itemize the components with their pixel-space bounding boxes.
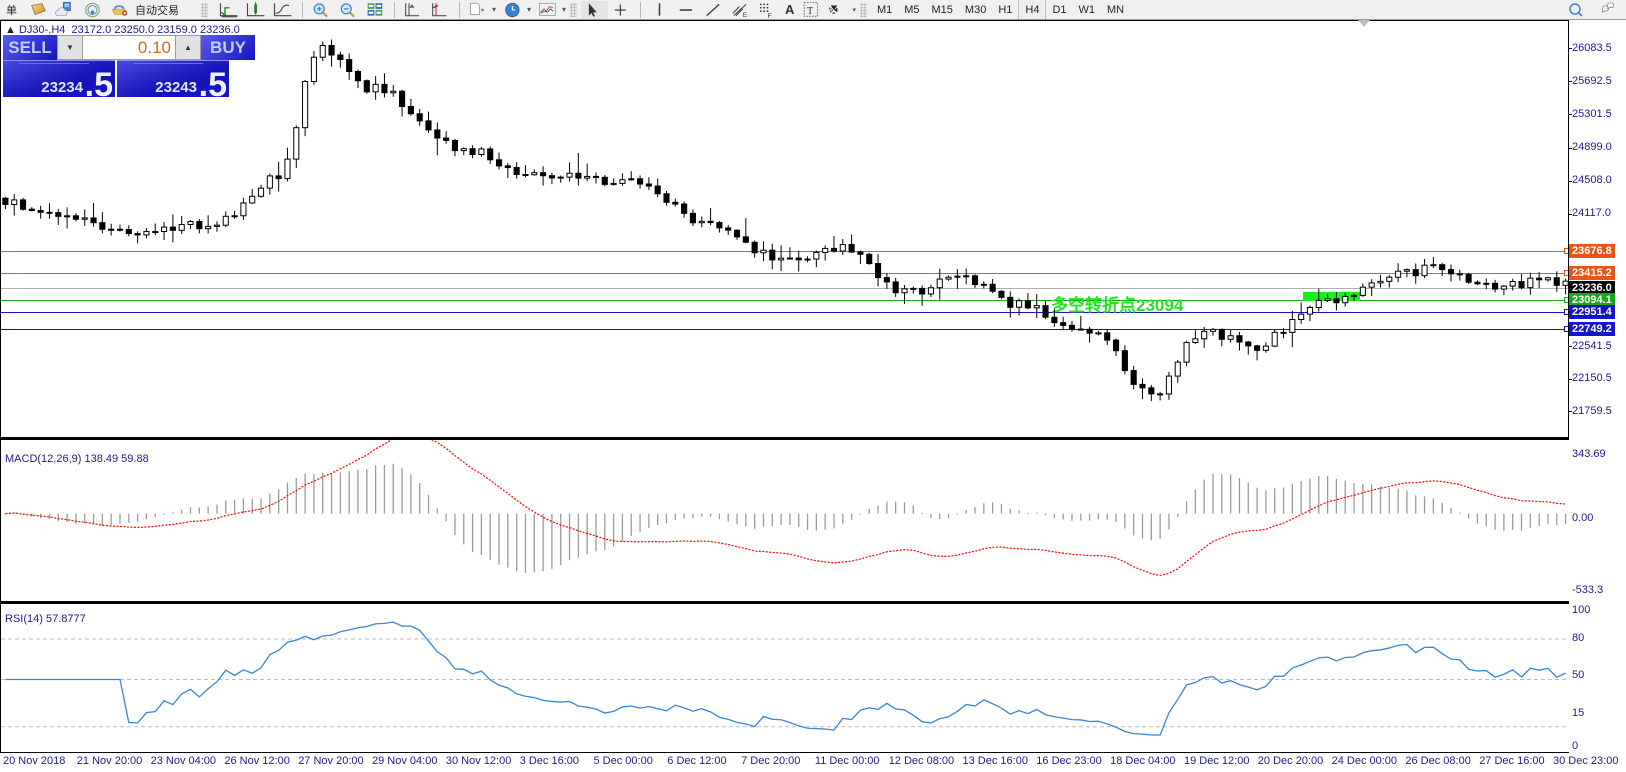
svg-text:E: E bbox=[743, 11, 748, 18]
svg-text:T: T bbox=[807, 5, 813, 16]
svg-text:F: F bbox=[768, 12, 772, 18]
